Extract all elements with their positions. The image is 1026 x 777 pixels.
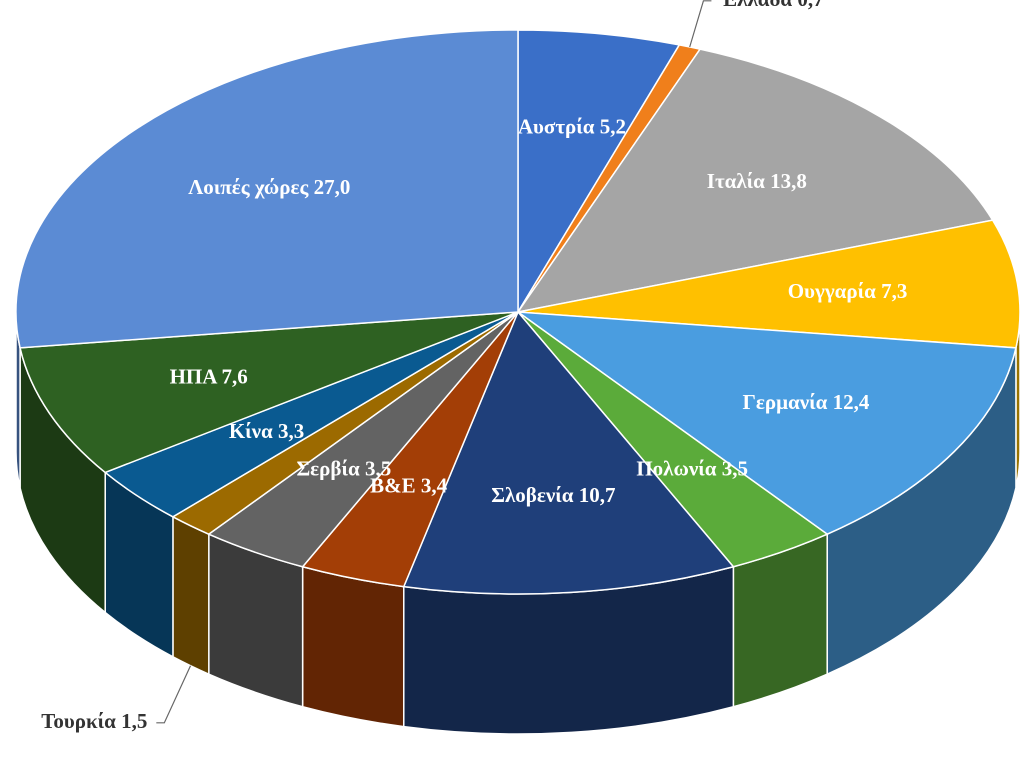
category-name: Αυστρία [518,114,595,138]
slice [516,48,994,314]
category-name: ΗΠΑ [170,364,219,388]
slice [15,29,519,349]
value-label: 3,3 [278,419,304,443]
data-label: Κίνα 3,3 [229,419,304,443]
category-name: Λοιπές χώρες [188,175,309,199]
category-name: Γερμανία [743,390,828,414]
data-label: Ουγγαρία 7,3 [788,279,908,303]
value-label: 5,2 [600,114,626,138]
value-label: 12,4 [833,390,870,414]
data-label: Σλοβενία 10,7 [491,483,615,507]
value-label: 1,5 [121,709,147,733]
side-walls [15,311,1021,735]
data-label: Β&Ε 3,4 [370,473,448,497]
value-label: 7,3 [881,279,907,303]
data-label: Γερμανία 12,4 [743,390,870,414]
category-name: Ουγγαρία [788,279,876,303]
data-label: Πολωνία 3,5 [636,456,748,480]
category-name: Ιταλία [707,169,765,193]
data-label: ΗΠΑ 7,6 [170,364,248,388]
value-label: 0,7 [797,0,823,11]
value-label: 10,7 [579,483,616,507]
data-label: Λοιπές χώρες 27,0 [188,175,350,199]
leader-line [689,0,712,48]
slice [19,311,519,474]
value-label: 27,0 [314,175,351,199]
data-label: Σερβία 3,5 [296,456,391,480]
category-name: Σερβία [296,456,360,480]
value-label: 3,4 [421,473,448,497]
slice [517,29,681,315]
value-label: 7,6 [222,364,248,388]
top-faces [15,29,1021,595]
category-name: Ελλάδα [723,0,792,11]
category-name: Σλοβενία [491,483,573,507]
category-name: Β&Ε [370,473,416,497]
data-label: Ελλάδα 0,7 [723,0,823,11]
data-label: Ιταλία 13,8 [707,169,807,193]
slice [515,311,1017,536]
slice [402,310,735,595]
labels: Αυστρία 5,2 Ελλάδα 0,7 Ιταλία 13,8 Ουγγαρία… [41,0,907,733]
data-label: Τουρκία 1,5 [41,709,147,733]
category-name: Κίνα [229,419,273,443]
category-name: Πολωνία [636,456,716,480]
slice [517,219,1021,349]
value-label: 3,5 [722,456,748,480]
slice-side [301,565,405,728]
value-label: 13,8 [770,169,807,193]
data-label: Αυστρία 5,2 [518,114,626,138]
category-name: Τουρκία [41,709,116,733]
value-label: 3,5 [365,456,391,480]
leader-line [156,665,192,724]
slice-side [172,515,210,676]
